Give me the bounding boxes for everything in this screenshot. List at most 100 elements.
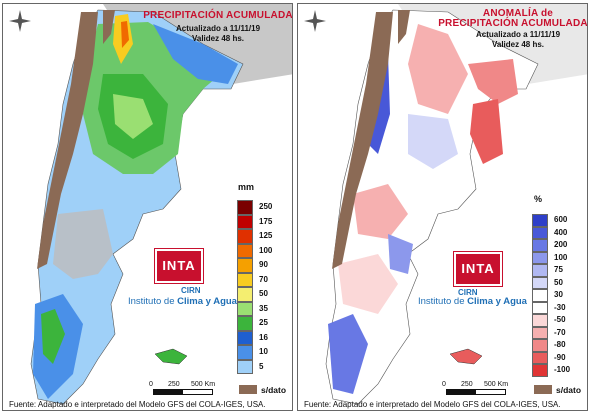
scale-mid: 250 [168, 381, 180, 388]
no-data-swatch [239, 385, 257, 394]
legend-label: 400 [554, 227, 568, 237]
legend-swatch [237, 243, 253, 258]
institute-label: Instituto de Clima y Agua [418, 296, 527, 307]
legend-label: -90 [554, 352, 566, 362]
compass-rose-icon [304, 10, 326, 37]
legend-unit: mm [238, 182, 255, 192]
anomaly-negative-south [338, 254, 398, 314]
scale-bar [153, 389, 213, 395]
legend-swatch [532, 314, 548, 327]
legend-swatch [532, 276, 548, 289]
legend-label: 250 [259, 202, 273, 211]
legend-label: 600 [554, 215, 568, 224]
no-data-zone-north [103, 10, 115, 44]
anomaly-positive-south [328, 314, 368, 394]
institute-label: Instituto de Clima y Agua [128, 296, 237, 307]
inta-logo: INTA [155, 249, 203, 283]
precipitation-map [30, 4, 292, 405]
anomaly-negative-north [408, 24, 468, 114]
no-data-label: s/dato [556, 385, 582, 395]
institute-prefix: Instituto de [418, 296, 468, 307]
cirn-label: CIRN [181, 286, 201, 295]
map-title: PRECIPITACIÓN ACUMULADA [143, 10, 293, 21]
legend-label: 10 [259, 347, 268, 356]
anomaly-negative-center [353, 184, 408, 239]
legend-swatch [237, 258, 253, 273]
legend-label: 30 [554, 290, 563, 299]
legend-label: -30 [554, 302, 566, 312]
legend-swatch [532, 289, 548, 302]
legend-label: -70 [554, 327, 566, 337]
no-data-zone [332, 12, 393, 269]
institute-name: Clima y Agua [177, 296, 237, 307]
institute-name: Clima y Agua [467, 296, 527, 307]
legend-label: -100 [554, 365, 571, 374]
source-footer: Fuente: Adaptado e interpretado del Mode… [9, 400, 266, 409]
islands-shape [154, 348, 188, 365]
legend-label: 200 [554, 240, 568, 249]
legend-swatch [532, 239, 548, 252]
legend-swatch [237, 229, 253, 244]
islands-shape [449, 348, 483, 365]
legend-label: 125 [259, 231, 273, 240]
legend-label: 35 [259, 303, 268, 313]
legend-label: 90 [259, 260, 268, 269]
legend-label: 5 [259, 361, 264, 371]
legend-swatch [532, 226, 548, 239]
dry-zone [53, 209, 113, 279]
legend-label: 50 [554, 277, 563, 287]
legend-swatch [237, 287, 253, 302]
legend-swatch [532, 351, 548, 364]
rain-zone-orange [121, 21, 129, 48]
source-footer: Fuente: Adaptado e interpretado del Mode… [304, 400, 561, 409]
legend-swatch [237, 214, 253, 229]
anomaly-map-panel: ANOMALÍA de PRECIPITACIÓN ACUMULADA Actu… [297, 3, 588, 411]
map-title-line1: ANOMALÍA de [482, 8, 554, 19]
no-data-swatch [534, 385, 552, 394]
anomaly-positive-patagonia [388, 234, 413, 274]
legend-unit: % [534, 194, 543, 204]
legend-label: 100 [259, 245, 273, 255]
legend-swatch [237, 345, 253, 360]
scale-end: 500 Km [484, 381, 509, 388]
legend-label: 100 [554, 252, 568, 262]
legend-swatch [237, 200, 253, 215]
legend-swatch [237, 301, 253, 316]
scale-zero: 0 [442, 381, 446, 388]
rain-zone-light-green [113, 94, 153, 139]
updated-label: Actualizado a 11/11/19 [175, 24, 261, 33]
legend-swatch [237, 272, 253, 287]
anomaly-positive-center [408, 114, 458, 169]
scale-bar [446, 389, 506, 395]
map-title-line2: PRECIPITACIÓN ACUMULADA [438, 18, 588, 29]
cirn-label: CIRN [458, 288, 478, 297]
legend-label: 25 [259, 318, 268, 327]
legend-label: 70 [259, 274, 268, 284]
institute-prefix: Instituto de [128, 296, 178, 307]
legend-swatch [532, 264, 548, 277]
legend-swatch [237, 330, 253, 345]
scale-mid: 250 [461, 381, 473, 388]
precipitation-map-panel: PRECIPITACIÓN ACUMULADA Actualizado a 11… [2, 3, 293, 411]
no-data-label: s/dato [261, 385, 287, 395]
legend-label: -80 [554, 340, 566, 349]
legend-swatch [532, 214, 548, 227]
rain-zone-south-green [41, 309, 65, 364]
legend-swatch [237, 359, 253, 374]
anomaly-negative-east [468, 59, 518, 104]
legend-label: 16 [259, 332, 268, 342]
legend-swatch [532, 326, 548, 339]
inta-logo: INTA [454, 252, 502, 286]
rain-zone-blue [153, 24, 238, 84]
legend-label: -50 [554, 315, 566, 324]
compass-rose-icon [9, 10, 31, 37]
anomaly-map [325, 4, 587, 405]
legend-swatch [237, 316, 253, 331]
no-data-zone-north [398, 10, 410, 44]
legend-label: 175 [259, 216, 273, 226]
legend-swatch [532, 251, 548, 264]
legend-label: 75 [554, 265, 563, 274]
legend-swatch [532, 364, 548, 377]
anomaly-negative-mesopotamia [470, 99, 503, 164]
validity-label: Validez 48 hs. [491, 40, 545, 49]
